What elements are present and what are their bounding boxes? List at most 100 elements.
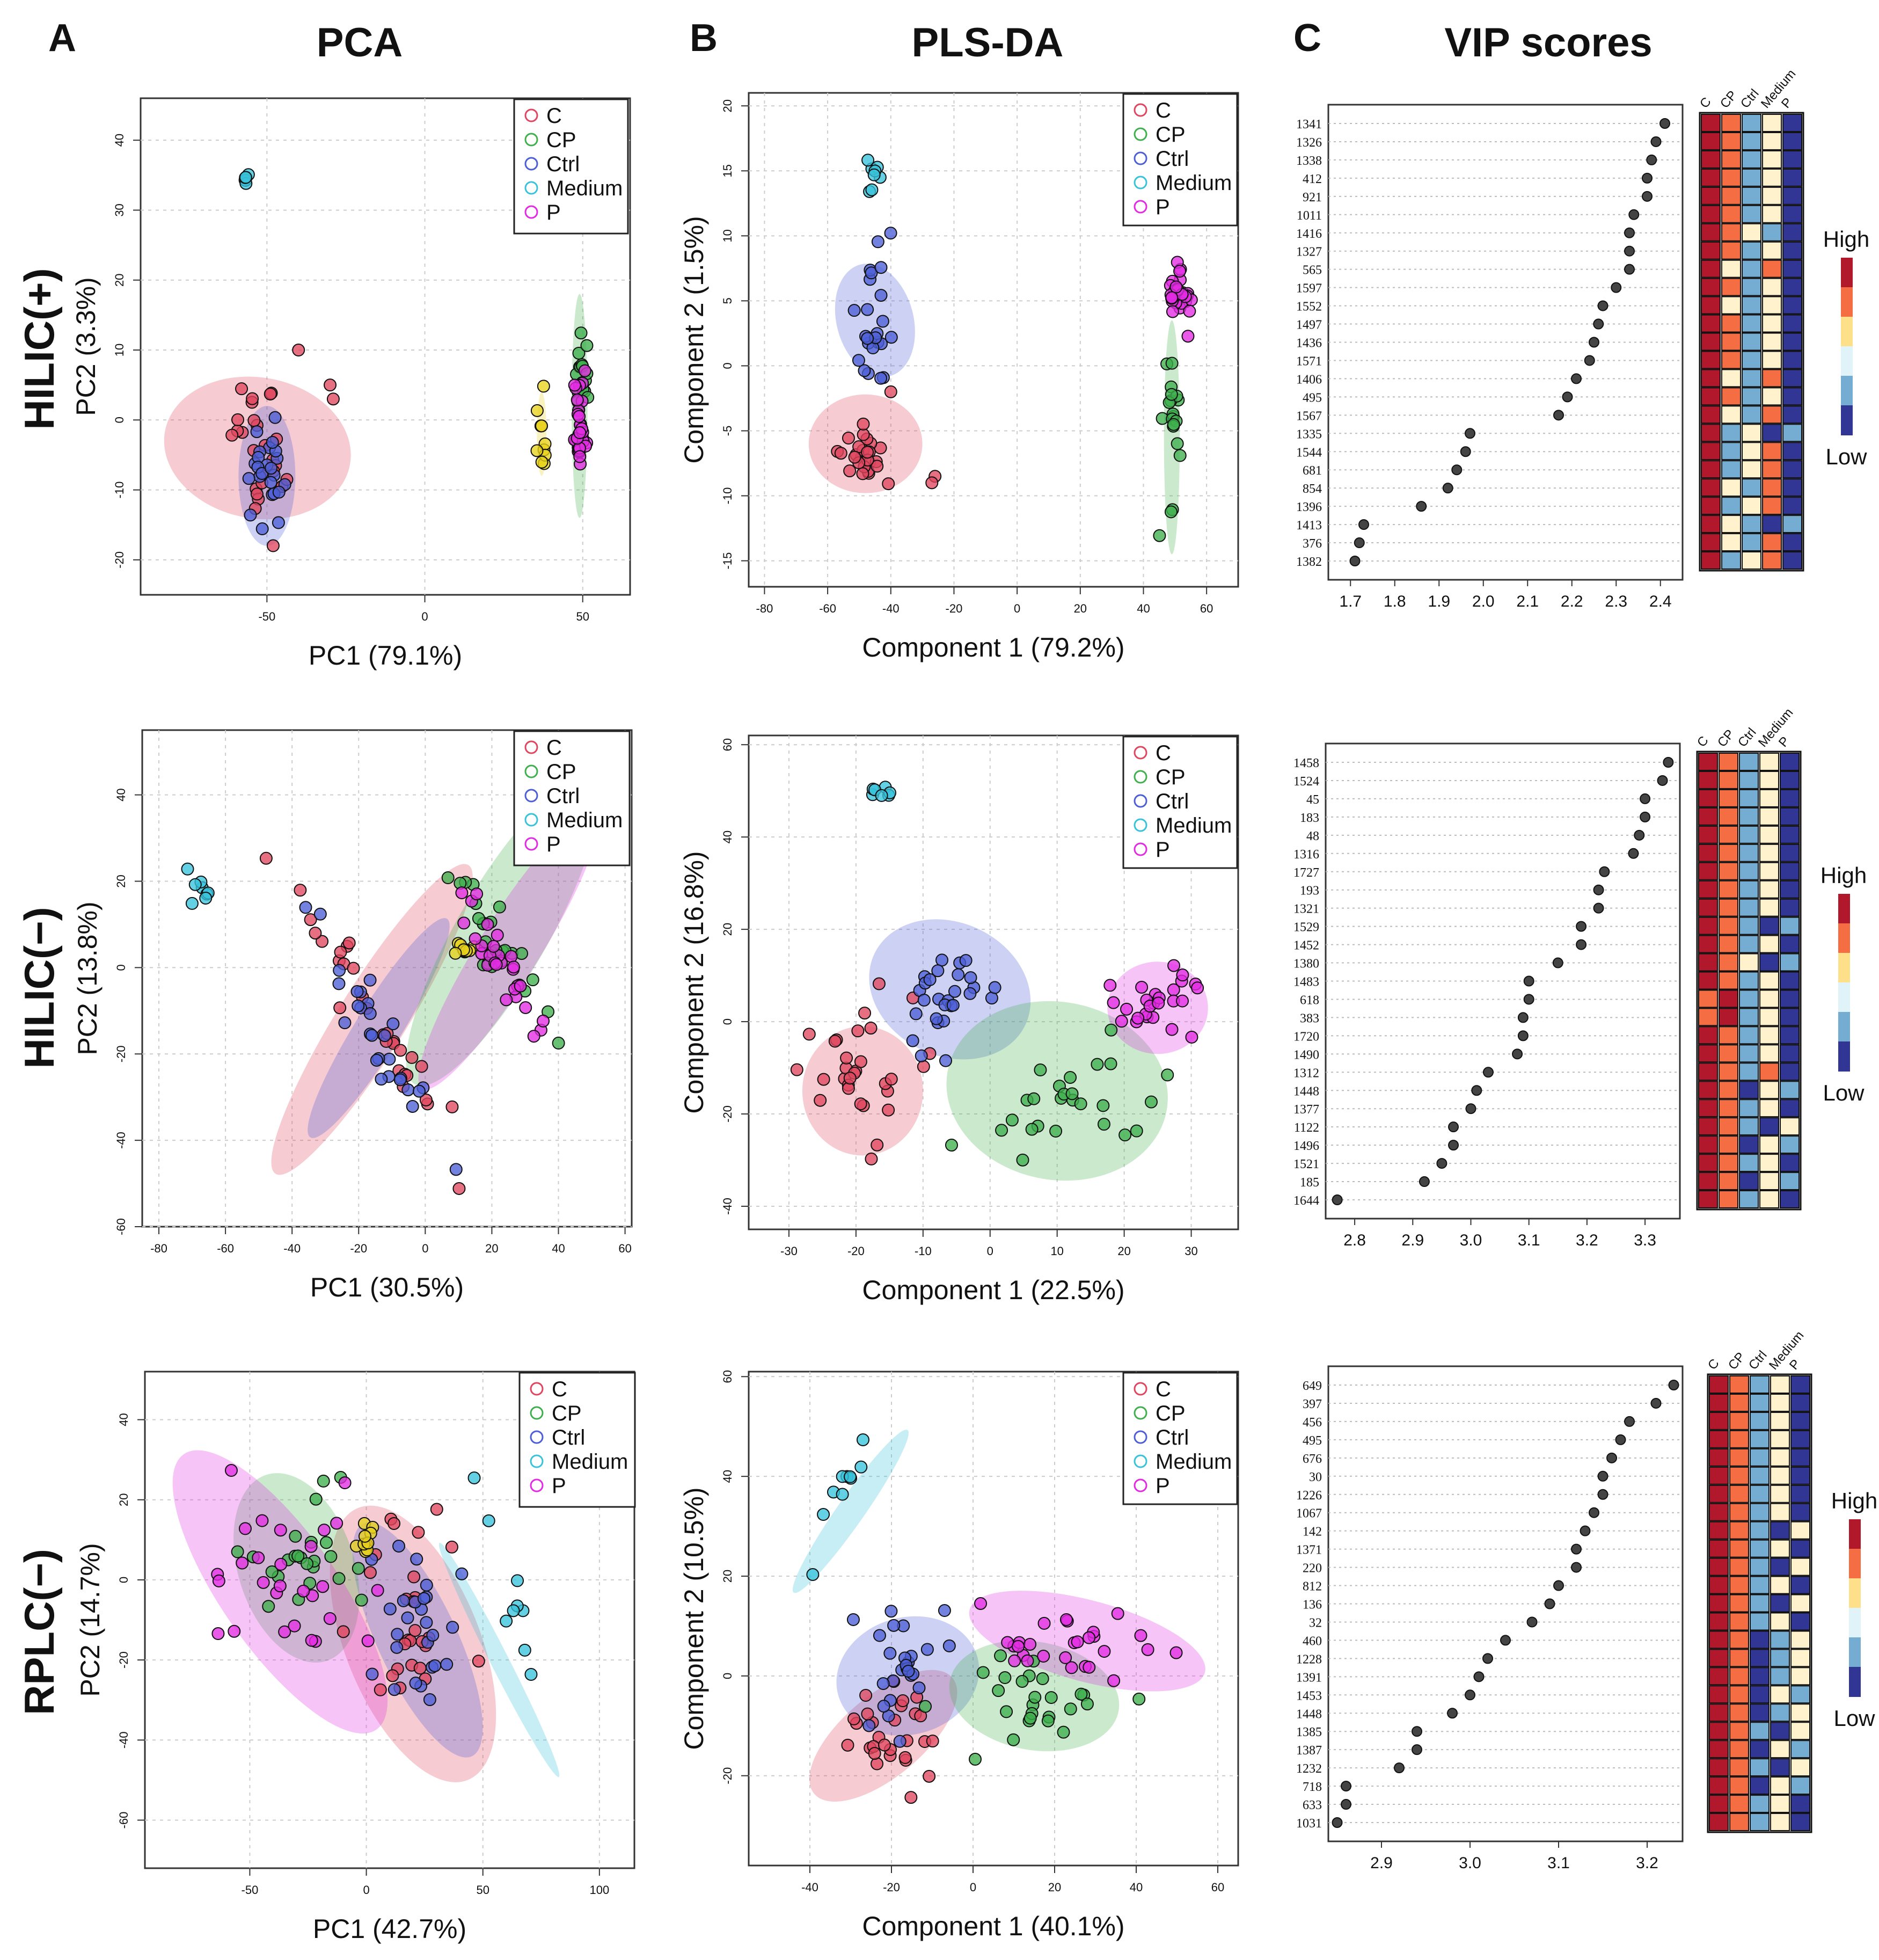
vip-feature-label: 1382 — [1296, 555, 1322, 569]
confidence-ellipse-c — [802, 1026, 923, 1156]
y-tick-label: 20 — [114, 875, 128, 887]
data-point-c — [917, 1060, 930, 1073]
data-point-ctrl — [350, 985, 364, 998]
heatmap-cell — [1721, 442, 1741, 461]
heatmap-cell — [1782, 405, 1802, 424]
data-point-p — [1023, 1637, 1037, 1651]
heatmap-cell — [1698, 825, 1718, 844]
legend-label-p: P — [552, 1474, 566, 1498]
legend-marker-medium — [1134, 818, 1147, 832]
heatmap-cell — [1762, 442, 1782, 461]
data-point-ctrl — [420, 1578, 433, 1592]
data-point-cp — [493, 900, 506, 914]
heatmap-cell — [1729, 1594, 1749, 1613]
heatmap-cell — [1790, 1795, 1810, 1813]
y-tick-label: -20 — [721, 1105, 734, 1123]
vip-score-point — [1593, 884, 1604, 895]
y-tick-label: -20 — [113, 551, 126, 569]
data-point-c — [264, 387, 277, 400]
vip-feature-label: 1544 — [1296, 446, 1322, 460]
y-axis-title: PC2 (13.8%) — [72, 901, 103, 1055]
data-point-qc — [535, 419, 549, 433]
colorbar-low-label: Low — [1823, 1080, 1865, 1105]
data-point-ctrl — [948, 985, 961, 998]
x-tick-label: 20 — [1074, 602, 1087, 615]
heatmap-cell — [1762, 369, 1782, 388]
legend-marker-medium — [530, 1454, 544, 1468]
heatmap-cell — [1709, 1685, 1729, 1704]
vip-feature-label: 1458 — [1293, 756, 1319, 770]
data-point-p — [1111, 1607, 1124, 1620]
heatmap-cell — [1759, 1190, 1779, 1208]
legend-marker-ctrl — [530, 1430, 544, 1444]
heatmap-cell — [1701, 369, 1721, 388]
heatmap-cell — [1719, 880, 1738, 899]
heatmap-cell — [1709, 1722, 1729, 1740]
heatmap-cell — [1701, 150, 1721, 169]
data-point-cp — [1171, 437, 1184, 450]
data-point-c — [445, 1540, 458, 1554]
data-point-p — [481, 918, 494, 931]
data-point-p — [1071, 1635, 1084, 1649]
vip-score-point — [1597, 1489, 1609, 1500]
heatmap-cell — [1782, 332, 1802, 351]
heatmap-cell — [1750, 1375, 1770, 1394]
y-tick-label: 20 — [117, 1493, 130, 1506]
heatmap-cell — [1782, 478, 1802, 497]
y-tick-label: -15 — [721, 552, 734, 570]
heatmap-cell — [1780, 898, 1800, 917]
data-point-c — [247, 414, 261, 427]
heatmap-column-label: CP — [1715, 727, 1737, 750]
data-point-c — [814, 1094, 827, 1107]
colorbar-low-label: Low — [1825, 444, 1867, 469]
colorbar-segment — [1841, 346, 1853, 376]
data-point-ctrl — [333, 964, 346, 977]
data-point-cp — [1130, 1124, 1143, 1138]
heatmap-cell — [1709, 1484, 1729, 1503]
heatmap-cell — [1739, 1044, 1759, 1063]
data-point-cp — [472, 912, 485, 925]
data-point-cp — [552, 1037, 565, 1050]
heatmap-cell — [1759, 843, 1779, 862]
heatmap-cell — [1759, 1154, 1779, 1172]
data-point-medium — [199, 892, 213, 905]
data-point-cp — [1064, 1070, 1077, 1084]
heatmap-cell — [1759, 1099, 1779, 1118]
heatmap-cell — [1701, 278, 1721, 296]
heatmap-cell — [1721, 132, 1741, 150]
data-point-ctrl — [386, 1017, 400, 1031]
scatter-panel-a3: -50 0 50 100 -60 -40 -20 0 20 40 PC1 (42.7%) PC2 (1… — [75, 1371, 636, 1944]
heatmap-cell — [1709, 1448, 1729, 1467]
heatmap-cell — [1759, 953, 1779, 972]
vip-feature-label: 1597 — [1296, 282, 1322, 296]
x-tick-label: 40 — [552, 1242, 565, 1255]
x-tick-label: 10 — [1050, 1244, 1063, 1258]
confidence-ellipse-ctrl — [835, 264, 915, 377]
data-point-c — [405, 1051, 419, 1064]
legend-label-medium: Medium — [1156, 1450, 1232, 1474]
colorbar-segment — [1838, 1012, 1850, 1042]
data-point-c — [926, 1735, 939, 1748]
heatmap-cell — [1701, 223, 1721, 242]
heatmap-cell — [1759, 916, 1779, 935]
data-point-p — [1012, 1640, 1025, 1653]
legend-marker-ctrl — [524, 157, 538, 171]
heatmap-cell — [1742, 424, 1761, 442]
heatmap-cell — [1762, 296, 1782, 315]
data-point-p — [1098, 1645, 1111, 1658]
heatmap-cell — [1750, 1795, 1770, 1813]
col-letter-c: C — [1293, 17, 1321, 60]
heatmap-cell — [1770, 1448, 1790, 1467]
data-point-c — [828, 1034, 842, 1048]
vip-score-point — [1624, 245, 1635, 257]
data-point-p — [1191, 981, 1204, 995]
heatmap-cell — [1701, 497, 1721, 515]
heatmap-cell — [1782, 515, 1802, 534]
x-tick-label: -40 — [882, 602, 900, 615]
data-point-ctrl — [268, 411, 282, 424]
data-point-ctrl — [417, 1592, 430, 1605]
data-point-ctrl — [874, 371, 888, 385]
